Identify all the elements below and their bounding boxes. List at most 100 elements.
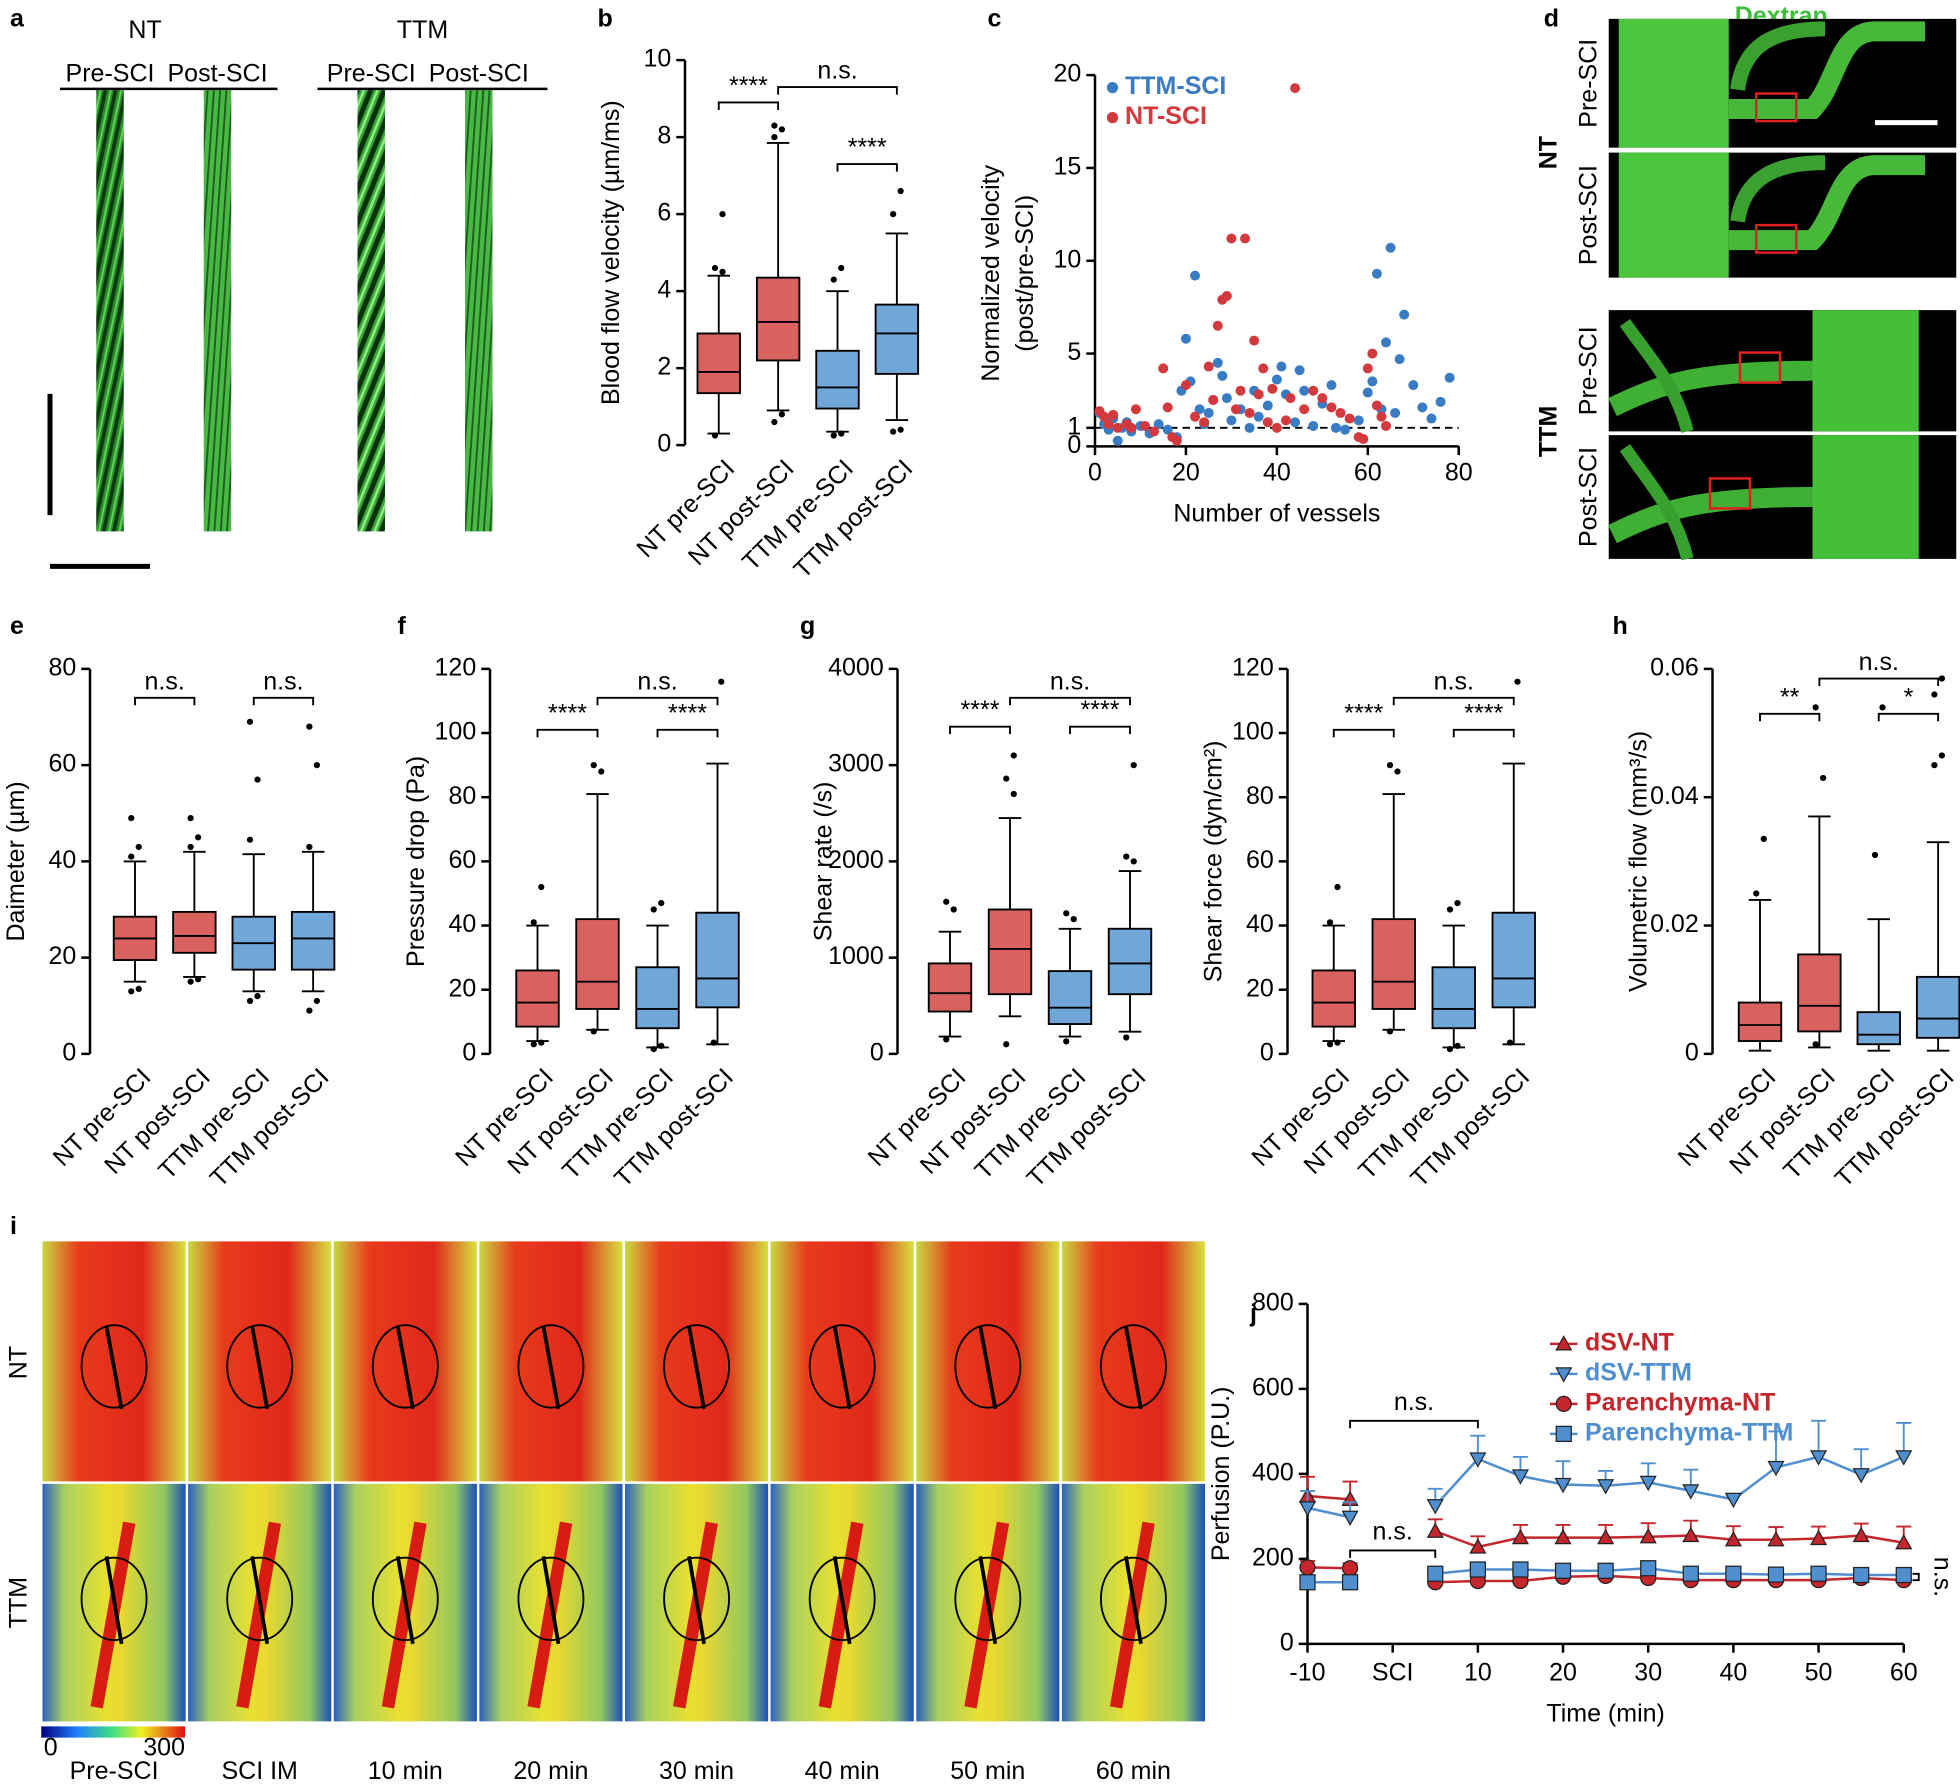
lesion	[90, 1521, 136, 1709]
y-tick-label: 0.04	[1650, 782, 1699, 810]
vessel	[1608, 360, 1813, 417]
outlier	[306, 1007, 313, 1014]
y-tick-label: 400	[1252, 1458, 1294, 1486]
kymograph	[203, 90, 232, 532]
significance-bracket	[1392, 696, 1515, 706]
point	[1381, 337, 1391, 348]
label: Post-SCI	[429, 60, 529, 88]
point	[1235, 385, 1246, 396]
y-tick-label: 600	[1252, 1373, 1294, 1401]
legend-marker	[1555, 1425, 1572, 1442]
outlier	[246, 718, 254, 725]
time-label: 30 min	[659, 1757, 734, 1784]
marker	[1298, 1501, 1317, 1517]
point	[1171, 435, 1182, 446]
outlier	[128, 814, 135, 822]
outlier	[1938, 675, 1945, 682]
significance-label: n.s.	[1859, 648, 1899, 676]
marker	[1682, 1484, 1700, 1500]
significance-label: **	[1780, 683, 1800, 711]
significance-label: ****	[668, 699, 707, 727]
outlier	[943, 898, 950, 905]
point	[1308, 385, 1319, 396]
roi	[80, 1556, 148, 1642]
outlier	[1123, 853, 1130, 860]
series-line	[1307, 1455, 1905, 1519]
point	[1317, 393, 1328, 404]
group-label: TTM	[5, 1577, 33, 1628]
point	[1217, 370, 1228, 381]
point	[1326, 380, 1337, 391]
outlier	[771, 418, 778, 426]
marker	[1511, 1469, 1530, 1485]
point	[1203, 361, 1214, 372]
significance-label: n.s.	[817, 57, 857, 85]
significance-bracket	[1912, 1572, 1920, 1582]
significance-label: ****	[1081, 696, 1120, 724]
roi	[663, 1556, 730, 1642]
marker	[1426, 1499, 1444, 1515]
point	[1162, 402, 1173, 413]
roi-line	[687, 1326, 706, 1410]
time-label: SCI IM	[221, 1757, 297, 1784]
box	[1431, 966, 1476, 1030]
outlier	[1514, 678, 1521, 685]
box	[815, 349, 860, 410]
legend-label: dSV-NT	[1585, 1328, 1674, 1356]
point	[1112, 435, 1123, 446]
outlier	[598, 768, 605, 775]
outlier	[195, 834, 202, 841]
legend-label: Parenchyma-NT	[1585, 1388, 1775, 1416]
point	[1240, 233, 1251, 244]
point	[1330, 422, 1341, 433]
outlier	[838, 430, 845, 437]
x-tick-label: SCI	[1372, 1658, 1414, 1686]
point	[1280, 415, 1291, 426]
lesion	[381, 1521, 427, 1709]
point	[1367, 348, 1378, 359]
outlier	[187, 843, 194, 851]
outlier	[1454, 899, 1461, 907]
marker	[1469, 1538, 1487, 1554]
marker	[1512, 1561, 1529, 1578]
outlier	[128, 988, 135, 995]
significance-label: ****	[1464, 699, 1503, 727]
point	[1399, 309, 1410, 320]
y-tick-label: 60	[48, 750, 76, 778]
roi	[80, 1324, 148, 1409]
x-tick-label: 50	[1805, 1658, 1833, 1686]
outlier	[590, 1028, 597, 1035]
marker	[1426, 1522, 1444, 1538]
lesion	[1109, 1521, 1155, 1709]
vessel	[1730, 21, 1826, 91]
outlier	[719, 268, 726, 275]
y-tick-label: 20	[1246, 974, 1274, 1002]
box	[290, 910, 336, 971]
x-tick-label: 20	[1549, 1658, 1577, 1686]
y-tick-label: 2	[657, 353, 671, 381]
label: Pre-SCI	[66, 60, 155, 88]
significance-bracket	[1009, 696, 1131, 706]
outlier	[1760, 835, 1767, 843]
significance-bracket	[536, 728, 599, 738]
outlier	[1812, 1041, 1819, 1048]
outlier	[650, 1045, 657, 1053]
roi	[1100, 1324, 1167, 1409]
box	[874, 303, 920, 375]
point	[1435, 396, 1446, 407]
point	[1417, 402, 1428, 413]
point	[1130, 404, 1141, 415]
outlier	[1506, 1039, 1514, 1046]
point	[1299, 385, 1310, 396]
point	[1326, 402, 1337, 413]
point	[1267, 383, 1278, 394]
point	[1335, 407, 1346, 418]
label: TTM	[397, 16, 448, 44]
outlier	[1753, 890, 1760, 897]
roi-line	[104, 1556, 124, 1645]
y-tick-label: 4000	[828, 653, 884, 681]
outlier	[538, 883, 545, 891]
micrograph	[1608, 310, 1957, 433]
marker	[1341, 1574, 1359, 1591]
lesion	[673, 1521, 718, 1709]
